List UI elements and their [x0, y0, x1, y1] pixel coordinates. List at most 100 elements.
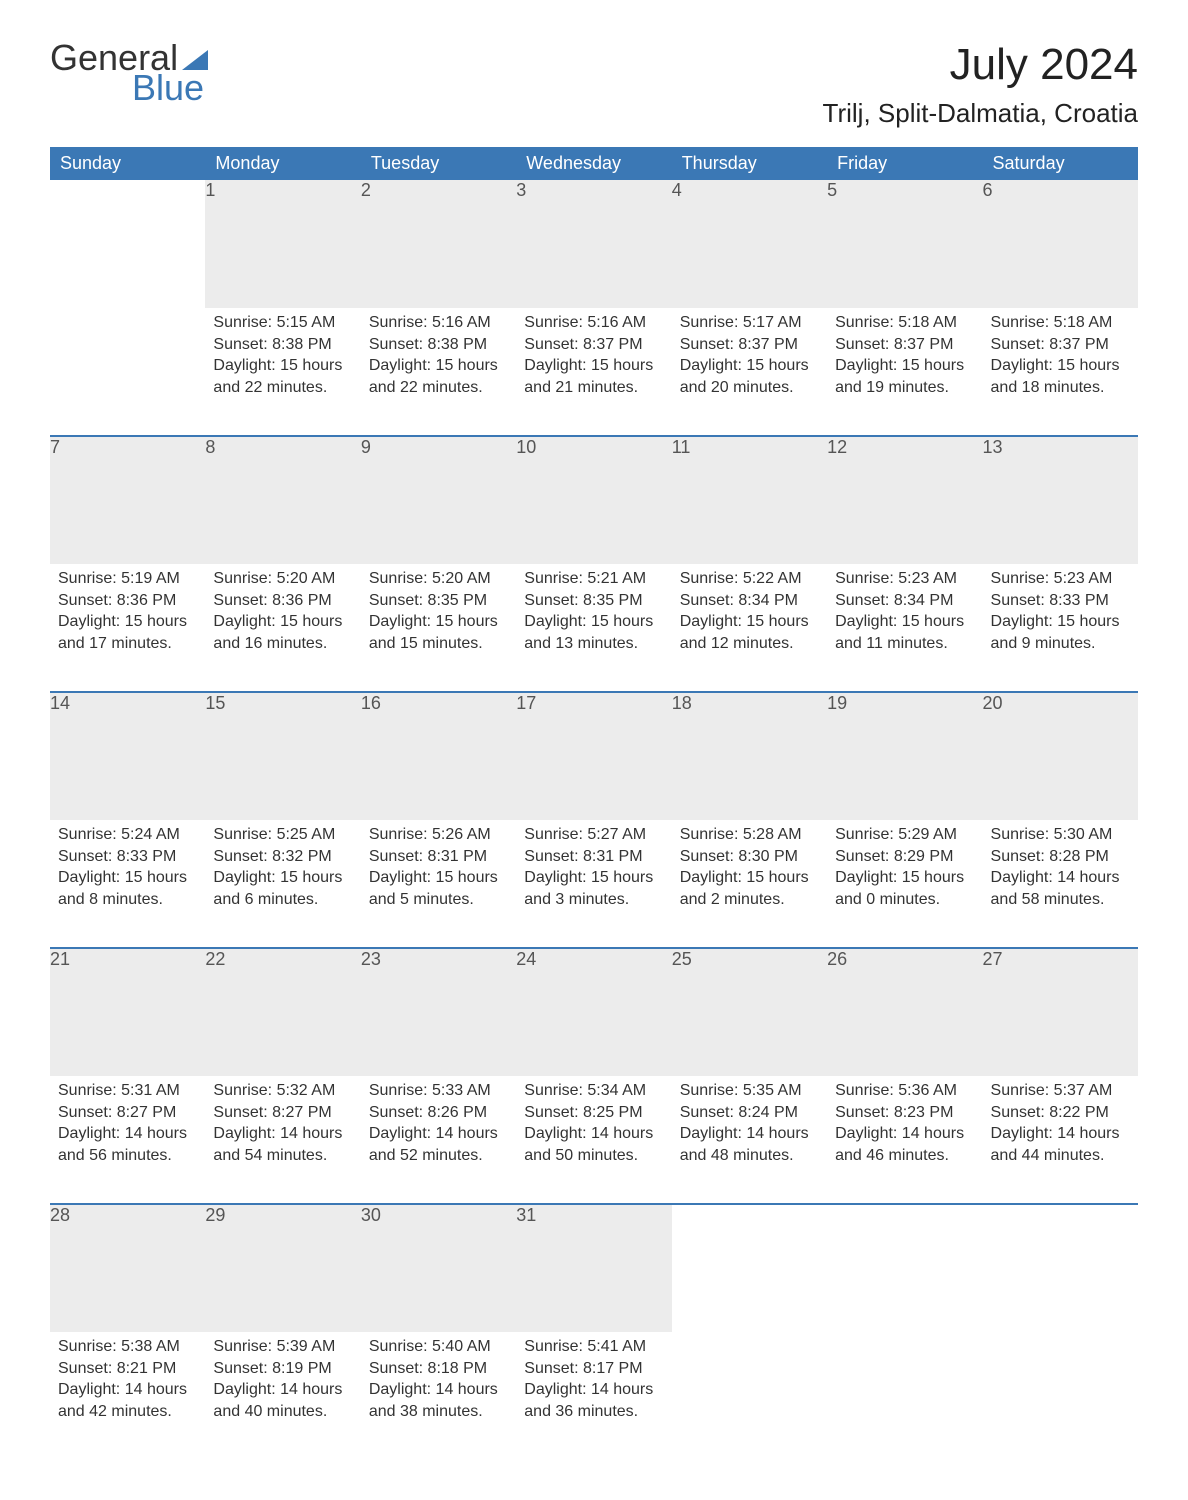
day-sunrise: Sunrise: 5:36 AM: [835, 1080, 974, 1102]
calendar-cell: Sunrise: 5:38 AMSunset: 8:21 PMDaylight:…: [50, 1332, 205, 1460]
calendar-cell: Sunrise: 5:23 AMSunset: 8:34 PMDaylight:…: [827, 564, 982, 692]
day-dl2: and 2 minutes.: [680, 889, 819, 911]
daynum-cell: 17: [516, 692, 671, 820]
location: Trilj, Split-Dalmatia, Croatia: [823, 98, 1138, 129]
day-dl2: and 3 minutes.: [524, 889, 663, 911]
calendar-cell: Sunrise: 5:15 AMSunset: 8:38 PMDaylight:…: [205, 308, 360, 436]
title-block: July 2024 Trilj, Split-Dalmatia, Croatia: [823, 40, 1138, 129]
day-sunset: Sunset: 8:31 PM: [524, 846, 663, 868]
day-sunrise: Sunrise: 5:35 AM: [680, 1080, 819, 1102]
day-body: Sunrise: 5:26 AMSunset: 8:31 PMDaylight:…: [361, 820, 516, 920]
calendar-cell: Sunrise: 5:34 AMSunset: 8:25 PMDaylight:…: [516, 1076, 671, 1204]
day-dl1: Daylight: 14 hours: [58, 1379, 197, 1401]
day-sunrise: Sunrise: 5:15 AM: [213, 312, 352, 334]
weekday-header: Sunday: [50, 147, 205, 180]
daynum-cell: 26: [827, 948, 982, 1076]
day-sunset: Sunset: 8:37 PM: [524, 334, 663, 356]
daynum-cell: 24: [516, 948, 671, 1076]
calendar-cell: Sunrise: 5:40 AMSunset: 8:18 PMDaylight:…: [361, 1332, 516, 1460]
weekday-header: Friday: [827, 147, 982, 180]
day-sunset: Sunset: 8:35 PM: [369, 590, 508, 612]
day-body: Sunrise: 5:16 AMSunset: 8:37 PMDaylight:…: [516, 308, 671, 408]
calendar-cell: Sunrise: 5:26 AMSunset: 8:31 PMDaylight:…: [361, 820, 516, 948]
day-body: Sunrise: 5:28 AMSunset: 8:30 PMDaylight:…: [672, 820, 827, 920]
day-dl1: Daylight: 15 hours: [991, 611, 1130, 633]
day-body: Sunrise: 5:19 AMSunset: 8:36 PMDaylight:…: [50, 564, 205, 664]
day-sunrise: Sunrise: 5:33 AM: [369, 1080, 508, 1102]
weekday-header: Wednesday: [516, 147, 671, 180]
day-dl1: Daylight: 15 hours: [680, 867, 819, 889]
day-sunrise: Sunrise: 5:19 AM: [58, 568, 197, 590]
day-body: Sunrise: 5:21 AMSunset: 8:35 PMDaylight:…: [516, 564, 671, 664]
daynum-cell: 1: [205, 180, 360, 308]
brand-word2: Blue: [132, 70, 208, 106]
day-dl2: and 44 minutes.: [991, 1145, 1130, 1167]
month-title: July 2024: [823, 40, 1138, 90]
calendar-cell: Sunrise: 5:36 AMSunset: 8:23 PMDaylight:…: [827, 1076, 982, 1204]
calendar-cell: Sunrise: 5:22 AMSunset: 8:34 PMDaylight:…: [672, 564, 827, 692]
day-sunrise: Sunrise: 5:34 AM: [524, 1080, 663, 1102]
day-dl1: Daylight: 15 hours: [835, 355, 974, 377]
calendar-cell: Sunrise: 5:32 AMSunset: 8:27 PMDaylight:…: [205, 1076, 360, 1204]
day-sunset: Sunset: 8:33 PM: [991, 590, 1130, 612]
day-dl2: and 36 minutes.: [524, 1401, 663, 1423]
day-body: Sunrise: 5:36 AMSunset: 8:23 PMDaylight:…: [827, 1076, 982, 1176]
day-sunrise: Sunrise: 5:24 AM: [58, 824, 197, 846]
daynum-cell: 2: [361, 180, 516, 308]
day-dl1: Daylight: 14 hours: [991, 1123, 1130, 1145]
calendar-cell: Sunrise: 5:35 AMSunset: 8:24 PMDaylight:…: [672, 1076, 827, 1204]
weekday-header: Monday: [205, 147, 360, 180]
day-dl1: Daylight: 15 hours: [680, 611, 819, 633]
daynum-cell: 19: [827, 692, 982, 820]
day-dl1: Daylight: 15 hours: [369, 611, 508, 633]
day-body: Sunrise: 5:22 AMSunset: 8:34 PMDaylight:…: [672, 564, 827, 664]
day-dl2: and 15 minutes.: [369, 633, 508, 655]
day-dl1: Daylight: 15 hours: [213, 867, 352, 889]
day-sunset: Sunset: 8:27 PM: [213, 1102, 352, 1124]
daynum-cell: 7: [50, 436, 205, 564]
day-dl1: Daylight: 14 hours: [369, 1379, 508, 1401]
day-sunset: Sunset: 8:31 PM: [369, 846, 508, 868]
day-sunrise: Sunrise: 5:18 AM: [991, 312, 1130, 334]
calendar-cell: Sunrise: 5:18 AMSunset: 8:37 PMDaylight:…: [827, 308, 982, 436]
day-dl2: and 50 minutes.: [524, 1145, 663, 1167]
day-body: Sunrise: 5:40 AMSunset: 8:18 PMDaylight:…: [361, 1332, 516, 1432]
day-sunrise: Sunrise: 5:26 AM: [369, 824, 508, 846]
day-sunset: Sunset: 8:26 PM: [369, 1102, 508, 1124]
daynum-cell: 9: [361, 436, 516, 564]
day-sunset: Sunset: 8:22 PM: [991, 1102, 1130, 1124]
day-sunrise: Sunrise: 5:22 AM: [680, 568, 819, 590]
daybody-row: Sunrise: 5:38 AMSunset: 8:21 PMDaylight:…: [50, 1332, 1138, 1460]
calendar-cell: Sunrise: 5:21 AMSunset: 8:35 PMDaylight:…: [516, 564, 671, 692]
day-body: Sunrise: 5:18 AMSunset: 8:37 PMDaylight:…: [983, 308, 1138, 408]
weekday-row: SundayMondayTuesdayWednesdayThursdayFrid…: [50, 147, 1138, 180]
day-sunrise: Sunrise: 5:23 AM: [835, 568, 974, 590]
day-sunrise: Sunrise: 5:20 AM: [369, 568, 508, 590]
daybody-row: Sunrise: 5:31 AMSunset: 8:27 PMDaylight:…: [50, 1076, 1138, 1204]
day-sunset: Sunset: 8:38 PM: [369, 334, 508, 356]
daynum-cell: 31: [516, 1204, 671, 1332]
day-sunset: Sunset: 8:36 PM: [58, 590, 197, 612]
day-sunset: Sunset: 8:17 PM: [524, 1358, 663, 1380]
day-dl1: Daylight: 14 hours: [835, 1123, 974, 1145]
day-dl1: Daylight: 15 hours: [680, 355, 819, 377]
day-body: Sunrise: 5:38 AMSunset: 8:21 PMDaylight:…: [50, 1332, 205, 1432]
day-body: Sunrise: 5:20 AMSunset: 8:35 PMDaylight:…: [361, 564, 516, 664]
daybody-row: Sunrise: 5:15 AMSunset: 8:38 PMDaylight:…: [50, 308, 1138, 436]
day-dl1: Daylight: 15 hours: [369, 355, 508, 377]
day-dl2: and 13 minutes.: [524, 633, 663, 655]
day-sunrise: Sunrise: 5:40 AM: [369, 1336, 508, 1358]
day-sunrise: Sunrise: 5:21 AM: [524, 568, 663, 590]
calendar-cell: [672, 1332, 827, 1460]
day-dl1: Daylight: 15 hours: [58, 867, 197, 889]
day-sunset: Sunset: 8:34 PM: [835, 590, 974, 612]
day-sunrise: Sunrise: 5:16 AM: [369, 312, 508, 334]
day-sunset: Sunset: 8:23 PM: [835, 1102, 974, 1124]
daynum-cell: 5: [827, 180, 982, 308]
daynum-row: 28293031: [50, 1204, 1138, 1332]
day-body: Sunrise: 5:37 AMSunset: 8:22 PMDaylight:…: [983, 1076, 1138, 1176]
daynum-cell: 10: [516, 436, 671, 564]
day-sunrise: Sunrise: 5:23 AM: [991, 568, 1130, 590]
calendar-cell: Sunrise: 5:30 AMSunset: 8:28 PMDaylight:…: [983, 820, 1138, 948]
calendar-cell: Sunrise: 5:41 AMSunset: 8:17 PMDaylight:…: [516, 1332, 671, 1460]
